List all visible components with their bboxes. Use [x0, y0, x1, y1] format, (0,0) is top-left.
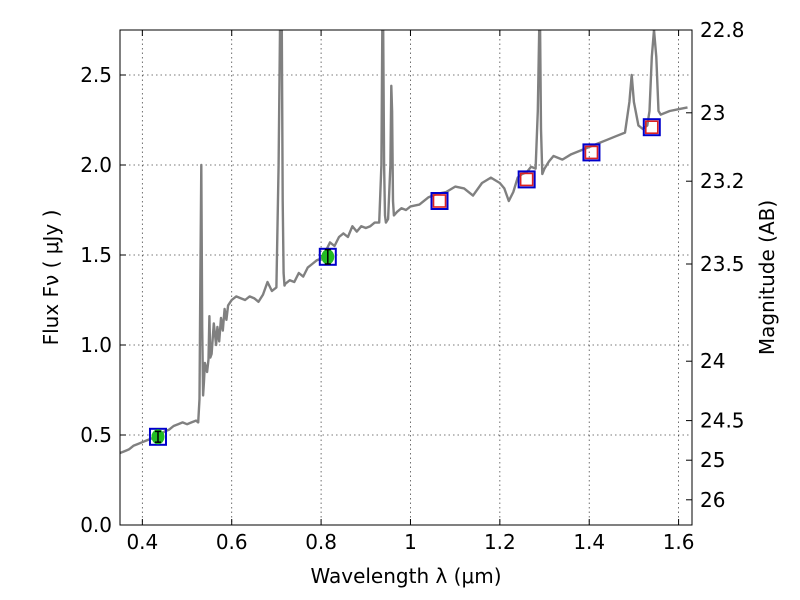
observed-box [584, 145, 599, 160]
y2-tick-label: 22.8 [700, 18, 745, 42]
x-axis-label: Wavelength λ (μm) [310, 564, 501, 588]
model-flux-box [642, 118, 661, 137]
observed-box [432, 194, 447, 208]
ticks: 0.4 0.6 0.8 1 1.2 1.4 1.6 0.0 0.5 1.0 1.5 2.0 2.5 22.… [80, 18, 744, 554]
x-tick-label: 1 [404, 530, 417, 554]
y2-tick-label: 23.5 [700, 252, 745, 276]
photometry-point-J [517, 170, 536, 189]
x-tick-label: 0.6 [216, 530, 248, 554]
x-tick-label: 1.4 [573, 530, 605, 554]
y-tick-label: 0.0 [80, 513, 112, 537]
observed-box [644, 120, 659, 134]
y2-tick-label: 24.5 [700, 409, 745, 433]
photometry-point-I [318, 247, 337, 266]
plot-frame [119, 29, 693, 526]
photometry-point-H [642, 118, 661, 137]
model-flux-box [148, 427, 167, 446]
y2-tick-label: 24 [700, 349, 725, 373]
y2-axis-label: Magnitude (AB) [755, 200, 779, 355]
spectrum-line [120, 30, 688, 455]
x-tick-label: 0.8 [305, 530, 337, 554]
x-tick-label: 0.4 [126, 530, 158, 554]
series-layer [120, 30, 688, 455]
y-tick-label: 2.0 [80, 153, 112, 177]
y2-tick-label: 25 [700, 448, 725, 472]
model-flux-box [517, 170, 536, 189]
y2-tick-label: 23 [700, 101, 725, 125]
photometry-point-JH [582, 143, 601, 162]
model-flux-box [430, 192, 449, 210]
y-axis-label: Flux Fν ( μJy ) [39, 210, 63, 346]
y2-tick-label: 23.2 [700, 169, 745, 193]
y-tick-label: 0.5 [80, 423, 112, 447]
y-tick-label: 1.5 [80, 243, 112, 267]
model-flux-box [318, 247, 337, 266]
photometry-layer [148, 118, 661, 446]
y-tick-label: 1.0 [80, 333, 112, 357]
x-tick-label: 1.6 [663, 530, 695, 554]
x-tick-label: 1.2 [484, 530, 516, 554]
observed-box [519, 172, 534, 187]
grid [120, 30, 692, 526]
y-tick-label: 2.5 [80, 63, 112, 87]
photometry-point-Y [430, 192, 449, 210]
model-flux-box [582, 143, 601, 162]
y2-tick-label: 26 [700, 488, 725, 512]
photometry-point-B [148, 427, 167, 446]
